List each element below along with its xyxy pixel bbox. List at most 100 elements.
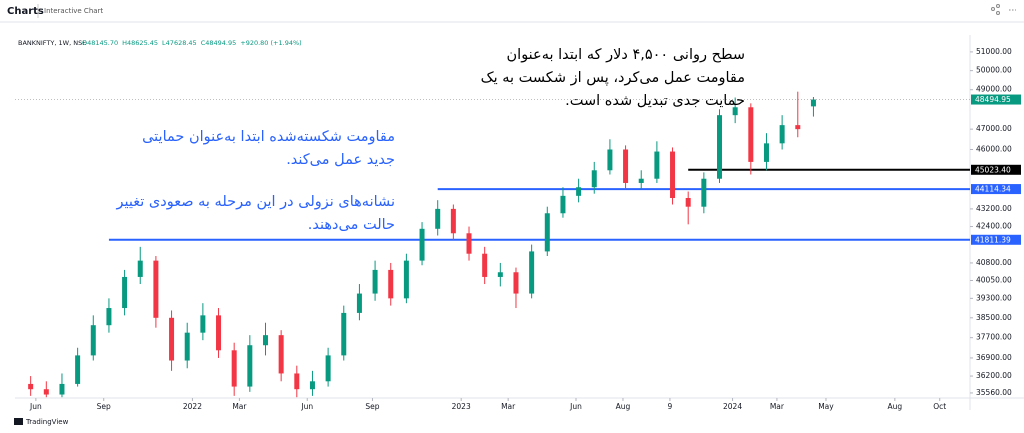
- candle-body: [763, 143, 769, 162]
- candle-body: [28, 383, 34, 390]
- y-tick-label: 51000.00: [976, 47, 1012, 56]
- watermark: TradingView: [25, 418, 69, 426]
- price-label: 41811.39: [975, 235, 1011, 244]
- annotation: حالت می‌دهند.: [308, 217, 395, 233]
- candle-body: [403, 260, 409, 299]
- candle-body: [106, 308, 112, 326]
- price-label-box: [971, 234, 1021, 245]
- candle-body: [262, 335, 268, 346]
- x-tick-label: 2023: [452, 402, 471, 411]
- candle-body: [169, 317, 175, 361]
- candle-body: [795, 125, 801, 130]
- candle-body: [294, 373, 300, 390]
- ohlc-legend: O48145.70 H48625.45 L47628.45 C48494.95 +920…: [82, 39, 302, 47]
- candle-body: [607, 149, 613, 171]
- candle-body: [466, 233, 472, 254]
- price-label-box: [971, 94, 1021, 105]
- y-tick-label: 43200.00: [976, 204, 1012, 213]
- app-subtitle: Interactive Chart: [44, 7, 103, 15]
- ohlc-value: O48145.70: [82, 39, 118, 47]
- price-label-box: [971, 184, 1021, 195]
- price-label: 45023.40: [975, 165, 1011, 174]
- y-tick-label: 42400.00: [976, 222, 1012, 231]
- candle-body: [810, 99, 816, 107]
- annotation: سطح روانی ۴,۵۰۰ دلار که ابتدا به‌عنوان: [507, 47, 745, 63]
- candle-body: [137, 260, 143, 277]
- price-label: 48494.95: [975, 95, 1011, 104]
- candle-body: [341, 312, 347, 356]
- y-tick-label: 36200.00: [976, 371, 1012, 380]
- x-tick-label: Mar: [770, 402, 785, 411]
- x-tick-label: 2022: [183, 402, 202, 411]
- share-icon[interactable]: [991, 4, 1000, 15]
- ohlc-value: C48494.95: [201, 39, 237, 47]
- x-tick-label: Sep: [365, 402, 379, 411]
- x-tick-label: Mar: [232, 402, 247, 411]
- candle-body: [372, 269, 378, 294]
- y-tick-label: 40800.00: [976, 258, 1012, 267]
- candle-body: [732, 107, 738, 116]
- annotation: حمایت جدی تبدیل شده است.: [565, 93, 745, 109]
- candle-body: [278, 335, 284, 374]
- x-tick-label: Oct: [933, 402, 946, 411]
- tradingview-logo: [14, 418, 23, 425]
- symbol: BANKNIFTY, 1W, NSE: [18, 39, 86, 47]
- candle-body: [591, 170, 597, 188]
- price-label-box: [971, 164, 1021, 175]
- x-tick-label: Aug: [616, 402, 631, 411]
- candle-body: [623, 149, 629, 183]
- candle-body: [122, 276, 128, 309]
- x-tick-label: Sep: [97, 402, 111, 411]
- candle-body: [43, 389, 49, 395]
- candle-body: [450, 208, 456, 234]
- candle-body: [200, 315, 206, 333]
- candle-body: [560, 195, 566, 214]
- candle-body: [544, 213, 550, 252]
- y-tick-label: 37700.00: [976, 333, 1012, 342]
- app-title: Charts: [7, 6, 44, 17]
- candle-body: [779, 125, 785, 144]
- y-tick-label: 35560.00: [976, 388, 1012, 397]
- candle-body: [654, 151, 660, 179]
- annotation: جدید عمل می‌کند.: [286, 152, 395, 168]
- axes: 51000.00 50000.00 49000.00 47000.00 46000.00…: [29, 47, 1021, 411]
- candle-body: [231, 350, 237, 387]
- x-tick-label: Jun: [569, 402, 582, 411]
- y-tick-label: 49000.00: [976, 85, 1012, 94]
- candle-body: [356, 293, 362, 313]
- candle-body: [388, 269, 394, 299]
- y-tick-label: 50000.00: [976, 66, 1012, 75]
- candle-body: [90, 325, 96, 356]
- candle-body: [638, 178, 644, 183]
- candle-body: [717, 115, 723, 179]
- candle-body: [701, 178, 707, 207]
- candle-body: [153, 260, 159, 318]
- candle-body: [497, 272, 503, 277]
- y-tick-label: 38500.00: [976, 313, 1012, 322]
- candle-body: [748, 107, 754, 162]
- x-tick-label: 9: [668, 402, 673, 411]
- y-tick-label: 39300.00: [976, 293, 1012, 302]
- candle-body: [529, 251, 535, 294]
- candle-body: [75, 355, 81, 384]
- annotation: مقاومت شکسته‌شده ابتدا به‌عنوان حمایتی: [142, 129, 395, 145]
- annotation: نشانه‌های نزولی در این مرحله به صعودی تغ…: [116, 194, 395, 210]
- candle-body: [247, 345, 253, 387]
- x-tick-label: Mar: [501, 402, 516, 411]
- y-tick-label: 40050.00: [976, 275, 1012, 284]
- candle-body: [670, 151, 676, 198]
- candle-body: [576, 187, 582, 196]
- ohlc-value: +920.80 (+1.94%): [240, 39, 301, 47]
- y-tick-label: 36900.00: [976, 353, 1012, 362]
- y-tick-label: 47000.00: [976, 124, 1012, 133]
- annotation: مقاومت عمل می‌کرد، پس از شکست به یک: [481, 70, 745, 86]
- x-tick-label: Jun: [29, 402, 42, 411]
- candle-body: [325, 355, 331, 382]
- price-label: 44114.34: [975, 185, 1011, 194]
- candle-body: [482, 253, 488, 277]
- plot: [15, 91, 970, 398]
- ohlc-value: L47628.45: [162, 39, 197, 47]
- x-tick-label: May: [818, 402, 834, 411]
